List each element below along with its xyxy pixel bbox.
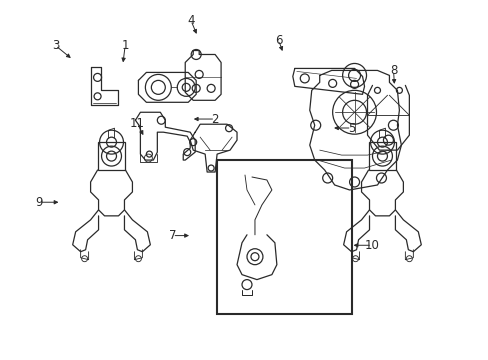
Text: 6: 6: [274, 33, 282, 47]
Text: 2: 2: [211, 113, 219, 126]
Text: 3: 3: [52, 39, 59, 52]
Text: 4: 4: [187, 14, 194, 27]
Text: 11: 11: [130, 117, 144, 130]
Bar: [98, 142, 125, 170]
Text: 8: 8: [389, 64, 396, 77]
Bar: [368, 142, 396, 170]
Text: 5: 5: [347, 122, 355, 135]
Text: 7: 7: [168, 229, 176, 242]
Text: 9: 9: [35, 196, 42, 209]
Bar: [217, 160, 351, 315]
Text: 1: 1: [121, 39, 129, 52]
Text: 10: 10: [364, 239, 379, 252]
